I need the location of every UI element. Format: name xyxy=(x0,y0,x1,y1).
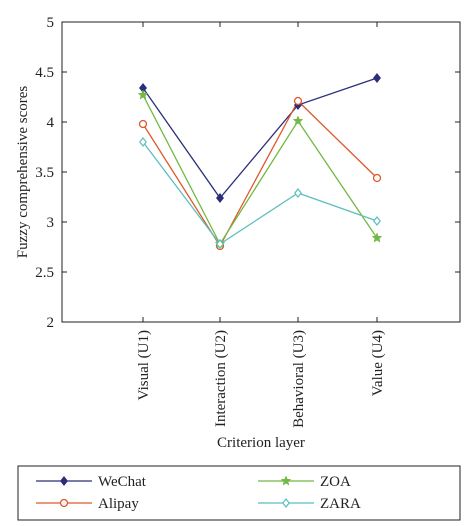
data-point-zara xyxy=(373,216,381,226)
x-axis-title: Criterion layer xyxy=(217,435,305,451)
series-line-alipay xyxy=(142,99,378,248)
legend-marker-wechat xyxy=(60,476,68,486)
data-point-wechat xyxy=(216,193,224,203)
legend-marker-zoa xyxy=(280,475,292,486)
x-tick-label: Behavioral (U3) xyxy=(291,330,307,428)
data-point-alipay xyxy=(372,173,382,183)
legend-label: ZARA xyxy=(320,496,361,512)
data-point-zara xyxy=(294,188,302,198)
data-point-zara xyxy=(216,239,224,249)
y-axis-title: Fuzzy comprehensive scores xyxy=(15,86,31,259)
x-tick-label: Value (U4) xyxy=(370,330,386,396)
plot-frame xyxy=(61,21,461,323)
legend-item-zara[interactable]: ZARA xyxy=(258,496,361,512)
legend-marker-alipay xyxy=(59,498,69,508)
legend-label: Alipay xyxy=(98,496,139,512)
data-point-alipay xyxy=(138,119,148,129)
legend-item-wechat[interactable]: WeChat xyxy=(36,474,147,490)
legend-item-zoa[interactable]: ZOA xyxy=(258,474,351,490)
data-point-zara xyxy=(139,137,147,147)
y-tick-label: 4 xyxy=(47,115,55,131)
y-tick-label: 5 xyxy=(47,15,55,31)
y-tick-label: 3.5 xyxy=(35,165,54,181)
series-line-zoa xyxy=(142,94,378,246)
legend-frame xyxy=(17,465,461,521)
y-tick-label: 4.5 xyxy=(35,65,54,81)
x-tick-label: Visual (U1) xyxy=(136,330,152,400)
x-tick-label: Interaction (U2) xyxy=(213,330,229,427)
data-point-zoa xyxy=(371,232,383,243)
series-line-wechat xyxy=(142,77,378,200)
data-point-wechat xyxy=(373,73,381,83)
series-markers xyxy=(137,73,383,251)
legend-item-alipay[interactable]: Alipay xyxy=(36,496,139,512)
x-axis: Visual (U1) Interaction (U2) Behavioral (U… xyxy=(136,22,386,428)
series-lines xyxy=(142,77,378,248)
legend-marker-zara xyxy=(282,498,290,508)
data-point-zoa xyxy=(137,89,149,100)
series-line-zara xyxy=(142,141,378,245)
y-axis: 2 2.5 3 3.5 4 4.5 5 xyxy=(35,15,460,331)
data-point-zoa xyxy=(292,115,304,126)
data-point-alipay xyxy=(293,96,303,106)
y-tick-label: 2.5 xyxy=(35,265,54,281)
legend[interactable]: WeChat Alipay ZOA ZARA xyxy=(36,474,361,512)
y-tick-label: 3 xyxy=(47,215,55,231)
legend-label: ZOA xyxy=(320,474,351,490)
legend-label: WeChat xyxy=(98,474,147,490)
y-tick-label: 2 xyxy=(47,315,55,331)
